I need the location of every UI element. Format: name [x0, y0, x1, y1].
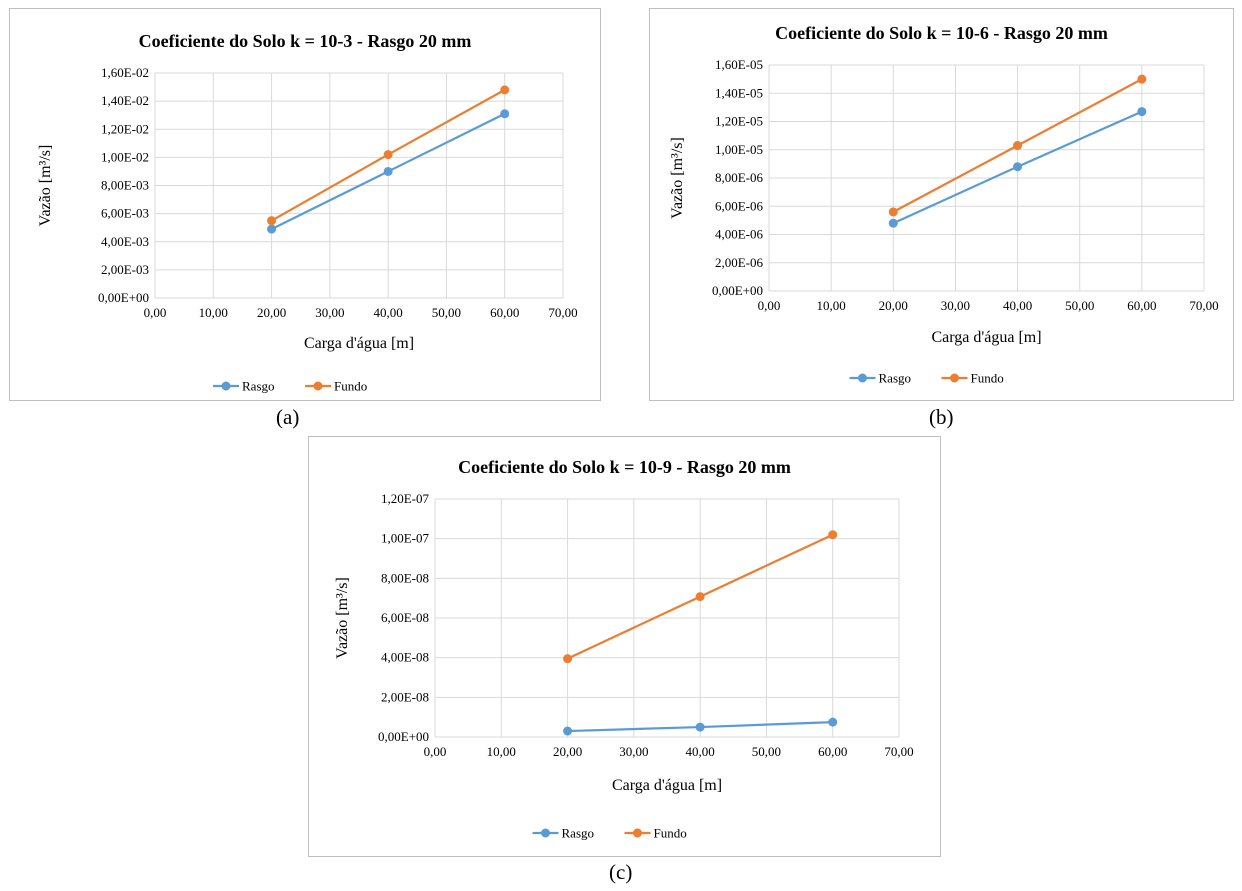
y-tick-label: 1,40E-02: [101, 93, 149, 108]
y-tick-label: 1,40E-05: [715, 85, 763, 100]
data-point-rasgo: [267, 224, 277, 234]
x-tick-label: 0,00: [424, 744, 447, 759]
caption-c: (c): [609, 860, 633, 884]
legend-swatch-marker: [633, 828, 642, 838]
y-axis-label: Vazão [m³/s]: [669, 137, 686, 219]
data-point-fundo: [1013, 141, 1023, 151]
chart-title: Coeficiente do Solo k = 10-9 - Rasgo 20 …: [458, 457, 791, 477]
data-point-fundo: [383, 150, 393, 160]
y-tick-label: 1,00E-05: [715, 142, 763, 157]
y-axis-label: Vazão [m³/s]: [334, 577, 351, 659]
data-point-rasgo: [383, 166, 393, 176]
y-tick-label: 1,60E-05: [715, 57, 763, 72]
x-tick-label: 60,00: [490, 305, 519, 320]
data-point-rasgo: [695, 722, 705, 732]
legend-label-rasgo: Rasgo: [562, 826, 595, 841]
chart-a: Coeficiente do Solo k = 10-3 - Rasgo 20 …: [9, 8, 601, 401]
x-tick-label: 50,00: [752, 744, 781, 759]
x-axis-label: Carga d'água [m]: [612, 777, 722, 794]
legend-swatch-marker: [221, 381, 231, 391]
x-axis-label: Carga d'água [m]: [304, 335, 414, 352]
data-point-fundo: [500, 85, 510, 95]
chart-title: Coeficiente do Solo k = 10-6 - Rasgo 20 …: [775, 23, 1108, 43]
y-tick-label: 1,00E-02: [101, 149, 149, 164]
y-tick-label: 0,00E+00: [712, 283, 763, 298]
x-tick-label: 10,00: [199, 305, 228, 320]
data-point-rasgo: [888, 218, 898, 228]
data-point-fundo: [563, 654, 573, 664]
x-tick-label: 40,00: [374, 305, 403, 320]
x-tick-label: 30,00: [941, 298, 970, 313]
y-tick-label: 0,00E+00: [98, 290, 149, 305]
legend-swatch-marker: [313, 381, 323, 391]
y-axis-label: Vazão [m³/s]: [37, 145, 54, 227]
x-tick-label: 40,00: [1003, 298, 1032, 313]
caption-b: (b): [929, 405, 954, 429]
y-tick-label: 6,00E-08: [381, 610, 429, 625]
y-tick-label: 1,20E-02: [101, 121, 149, 136]
y-tick-label: 2,00E-06: [715, 255, 764, 270]
chart-c: Coeficiente do Solo k = 10-9 - Rasgo 20 …: [308, 436, 941, 857]
caption-a: (a): [276, 405, 300, 429]
x-tick-label: 70,00: [548, 305, 577, 320]
chart-b: Coeficiente do Solo k = 10-6 - Rasgo 20 …: [649, 8, 1234, 401]
legend-label-fundo: Fundo: [971, 371, 1004, 386]
y-tick-label: 4,00E-03: [101, 234, 149, 249]
data-point-rasgo: [828, 717, 838, 727]
x-tick-label: 50,00: [432, 305, 461, 320]
x-tick-label: 70,00: [1189, 298, 1218, 313]
x-tick-label: 30,00: [315, 305, 344, 320]
y-tick-label: 1,60E-02: [101, 65, 149, 80]
y-tick-label: 1,20E-07: [381, 491, 430, 506]
y-tick-label: 4,00E-08: [381, 650, 429, 665]
data-point-rasgo: [1137, 107, 1147, 117]
x-tick-label: 70,00: [884, 744, 913, 759]
x-tick-label: 10,00: [817, 298, 846, 313]
data-point-fundo: [828, 530, 838, 540]
data-point-fundo: [695, 592, 705, 602]
y-tick-label: 1,20E-05: [715, 114, 763, 129]
chart-title: Coeficiente do Solo k = 10-3 - Rasgo 20 …: [139, 31, 472, 51]
y-tick-label: 8,00E-06: [715, 170, 764, 185]
legend-label-fundo: Fundo: [334, 379, 367, 394]
y-tick-label: 6,00E-06: [715, 198, 764, 213]
legend-swatch-marker: [950, 373, 959, 383]
legend-swatch-marker: [858, 373, 867, 383]
data-point-rasgo: [500, 109, 510, 119]
x-tick-label: 20,00: [553, 744, 582, 759]
x-tick-label: 20,00: [257, 305, 286, 320]
chart-svg: Coeficiente do Solo k = 10-6 - Rasgo 20 …: [669, 23, 1219, 386]
x-tick-label: 30,00: [619, 744, 648, 759]
y-tick-label: 2,00E-08: [381, 689, 429, 704]
data-point-fundo: [267, 216, 277, 226]
legend-swatch-marker: [541, 828, 550, 838]
x-tick-label: 10,00: [487, 744, 516, 759]
y-tick-label: 0,00E+00: [378, 729, 429, 744]
data-point-rasgo: [563, 726, 573, 736]
x-tick-label: 0,00: [758, 298, 781, 313]
x-tick-label: 0,00: [144, 305, 167, 320]
y-tick-label: 2,00E-03: [101, 262, 149, 277]
x-tick-label: 60,00: [818, 744, 847, 759]
y-tick-label: 8,00E-08: [381, 570, 429, 585]
chart-svg: Coeficiente do Solo k = 10-9 - Rasgo 20 …: [334, 457, 914, 841]
legend-label-rasgo: Rasgo: [879, 371, 912, 386]
x-tick-label: 50,00: [1065, 298, 1094, 313]
x-tick-label: 20,00: [879, 298, 908, 313]
data-point-fundo: [1137, 74, 1147, 84]
x-tick-label: 40,00: [686, 744, 715, 759]
y-tick-label: 1,00E-07: [381, 531, 430, 546]
legend-label-fundo: Fundo: [654, 826, 687, 841]
x-tick-label: 60,00: [1127, 298, 1156, 313]
y-tick-label: 6,00E-03: [101, 206, 149, 221]
x-axis-label: Carga d'água [m]: [931, 329, 1041, 346]
data-point-rasgo: [1013, 162, 1023, 172]
chart-svg: Coeficiente do Solo k = 10-3 - Rasgo 20 …: [37, 31, 578, 394]
y-tick-label: 4,00E-06: [715, 227, 764, 242]
legend-label-rasgo: Rasgo: [242, 379, 275, 394]
y-tick-label: 8,00E-03: [101, 178, 149, 193]
data-point-fundo: [888, 207, 898, 217]
